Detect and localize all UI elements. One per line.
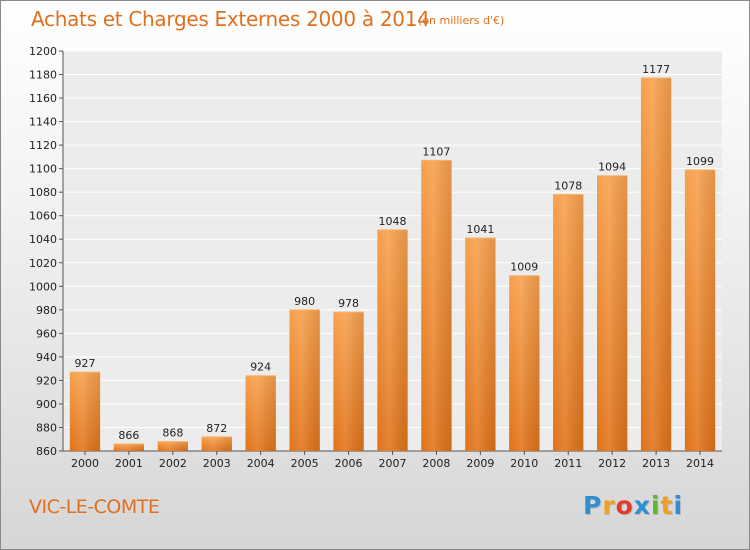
y-tick-label: 940 — [36, 351, 57, 364]
x-tick-label: 2002 — [159, 457, 187, 470]
bar-shine — [69, 372, 101, 451]
y-tick-label: 1180 — [29, 69, 57, 82]
bar-shine — [113, 443, 145, 451]
logo-letter: i — [651, 491, 661, 520]
logo-letter: P — [583, 491, 603, 520]
logo-letter: o — [615, 491, 634, 520]
bar-shine — [684, 169, 716, 451]
x-tick-label: 2014 — [686, 457, 714, 470]
bar-shine — [201, 436, 232, 451]
y-tick-label: 1000 — [29, 280, 57, 293]
y-tick-label: 880 — [36, 421, 57, 434]
unit-label: (en milliers d'€) — [418, 14, 505, 27]
data-label: 872 — [206, 422, 227, 435]
x-tick-label: 2000 — [71, 457, 99, 470]
data-label: 1177 — [642, 63, 670, 76]
data-label: 978 — [338, 297, 359, 310]
data-label: 980 — [294, 295, 315, 308]
bar-shine — [157, 441, 188, 451]
x-tick-label: 2010 — [510, 457, 538, 470]
logo-letter: i — [673, 491, 684, 520]
proxiti-logo: Proxiti — [583, 491, 683, 520]
x-tick-label: 2003 — [203, 457, 231, 470]
x-tick-label: 2007 — [379, 457, 407, 470]
place-name: VIC-LE-COMTE — [29, 496, 160, 518]
bar-shine — [640, 78, 672, 451]
bar-shine — [597, 175, 628, 452]
data-label: 866 — [118, 429, 139, 442]
bar-shine — [509, 275, 540, 451]
y-tick-label: 1100 — [29, 163, 57, 176]
x-tick-label: 2013 — [642, 457, 670, 470]
y-tick-label: 1160 — [29, 92, 57, 105]
data-label: 1009 — [510, 261, 538, 274]
x-tick-label: 2009 — [466, 457, 494, 470]
data-label: 1048 — [379, 215, 407, 228]
bar-shine — [421, 160, 452, 452]
x-tick-label: 2004 — [247, 457, 275, 470]
data-label: 1094 — [598, 161, 626, 174]
x-tick-label: 2008 — [422, 457, 450, 470]
y-tick-label: 1020 — [29, 257, 57, 270]
x-tick-label: 2012 — [598, 457, 626, 470]
labels: 860 880 900 920 940 960 980 1000 1020 1040 1060 108… — [29, 45, 714, 470]
bar-shine — [377, 229, 408, 451]
x-tick-label: 2006 — [335, 457, 363, 470]
y-tick-label: 860 — [36, 445, 57, 458]
bar-shine — [553, 194, 584, 451]
bar-shine — [333, 312, 364, 451]
x-tick-label: 2001 — [115, 457, 143, 470]
logo-letter: r — [602, 491, 616, 520]
data-label: 924 — [250, 361, 271, 374]
y-tick-label: 980 — [36, 304, 57, 317]
data-label: 1107 — [422, 145, 450, 158]
logo-letter: x — [633, 491, 651, 520]
x-tick-label: 2005 — [291, 457, 319, 470]
y-tick-label: 1200 — [29, 45, 57, 58]
y-tick-label: 1140 — [29, 116, 57, 129]
bar-shine — [465, 238, 496, 451]
data-label: 927 — [74, 357, 95, 370]
data-label: 1099 — [686, 155, 714, 168]
y-tick-label: 1060 — [29, 210, 57, 223]
data-label: 1078 — [554, 180, 582, 193]
y-tick-label: 960 — [36, 327, 57, 340]
y-tick-label: 1040 — [29, 233, 57, 246]
data-label: 1041 — [466, 223, 494, 236]
bar-shine — [245, 375, 276, 451]
y-tick-label: 1080 — [29, 186, 57, 199]
chart-title: Achats et Charges Externes 2000 à 2014 — [31, 7, 430, 31]
logo-letter: t — [660, 491, 674, 520]
y-tick-label: 900 — [36, 398, 57, 411]
y-tick-label: 1120 — [29, 139, 57, 152]
x-tick-label: 2011 — [554, 457, 582, 470]
bars — [69, 77, 716, 452]
bar-shine — [289, 309, 320, 451]
data-label: 868 — [162, 427, 183, 440]
y-tick-label: 920 — [36, 374, 57, 387]
